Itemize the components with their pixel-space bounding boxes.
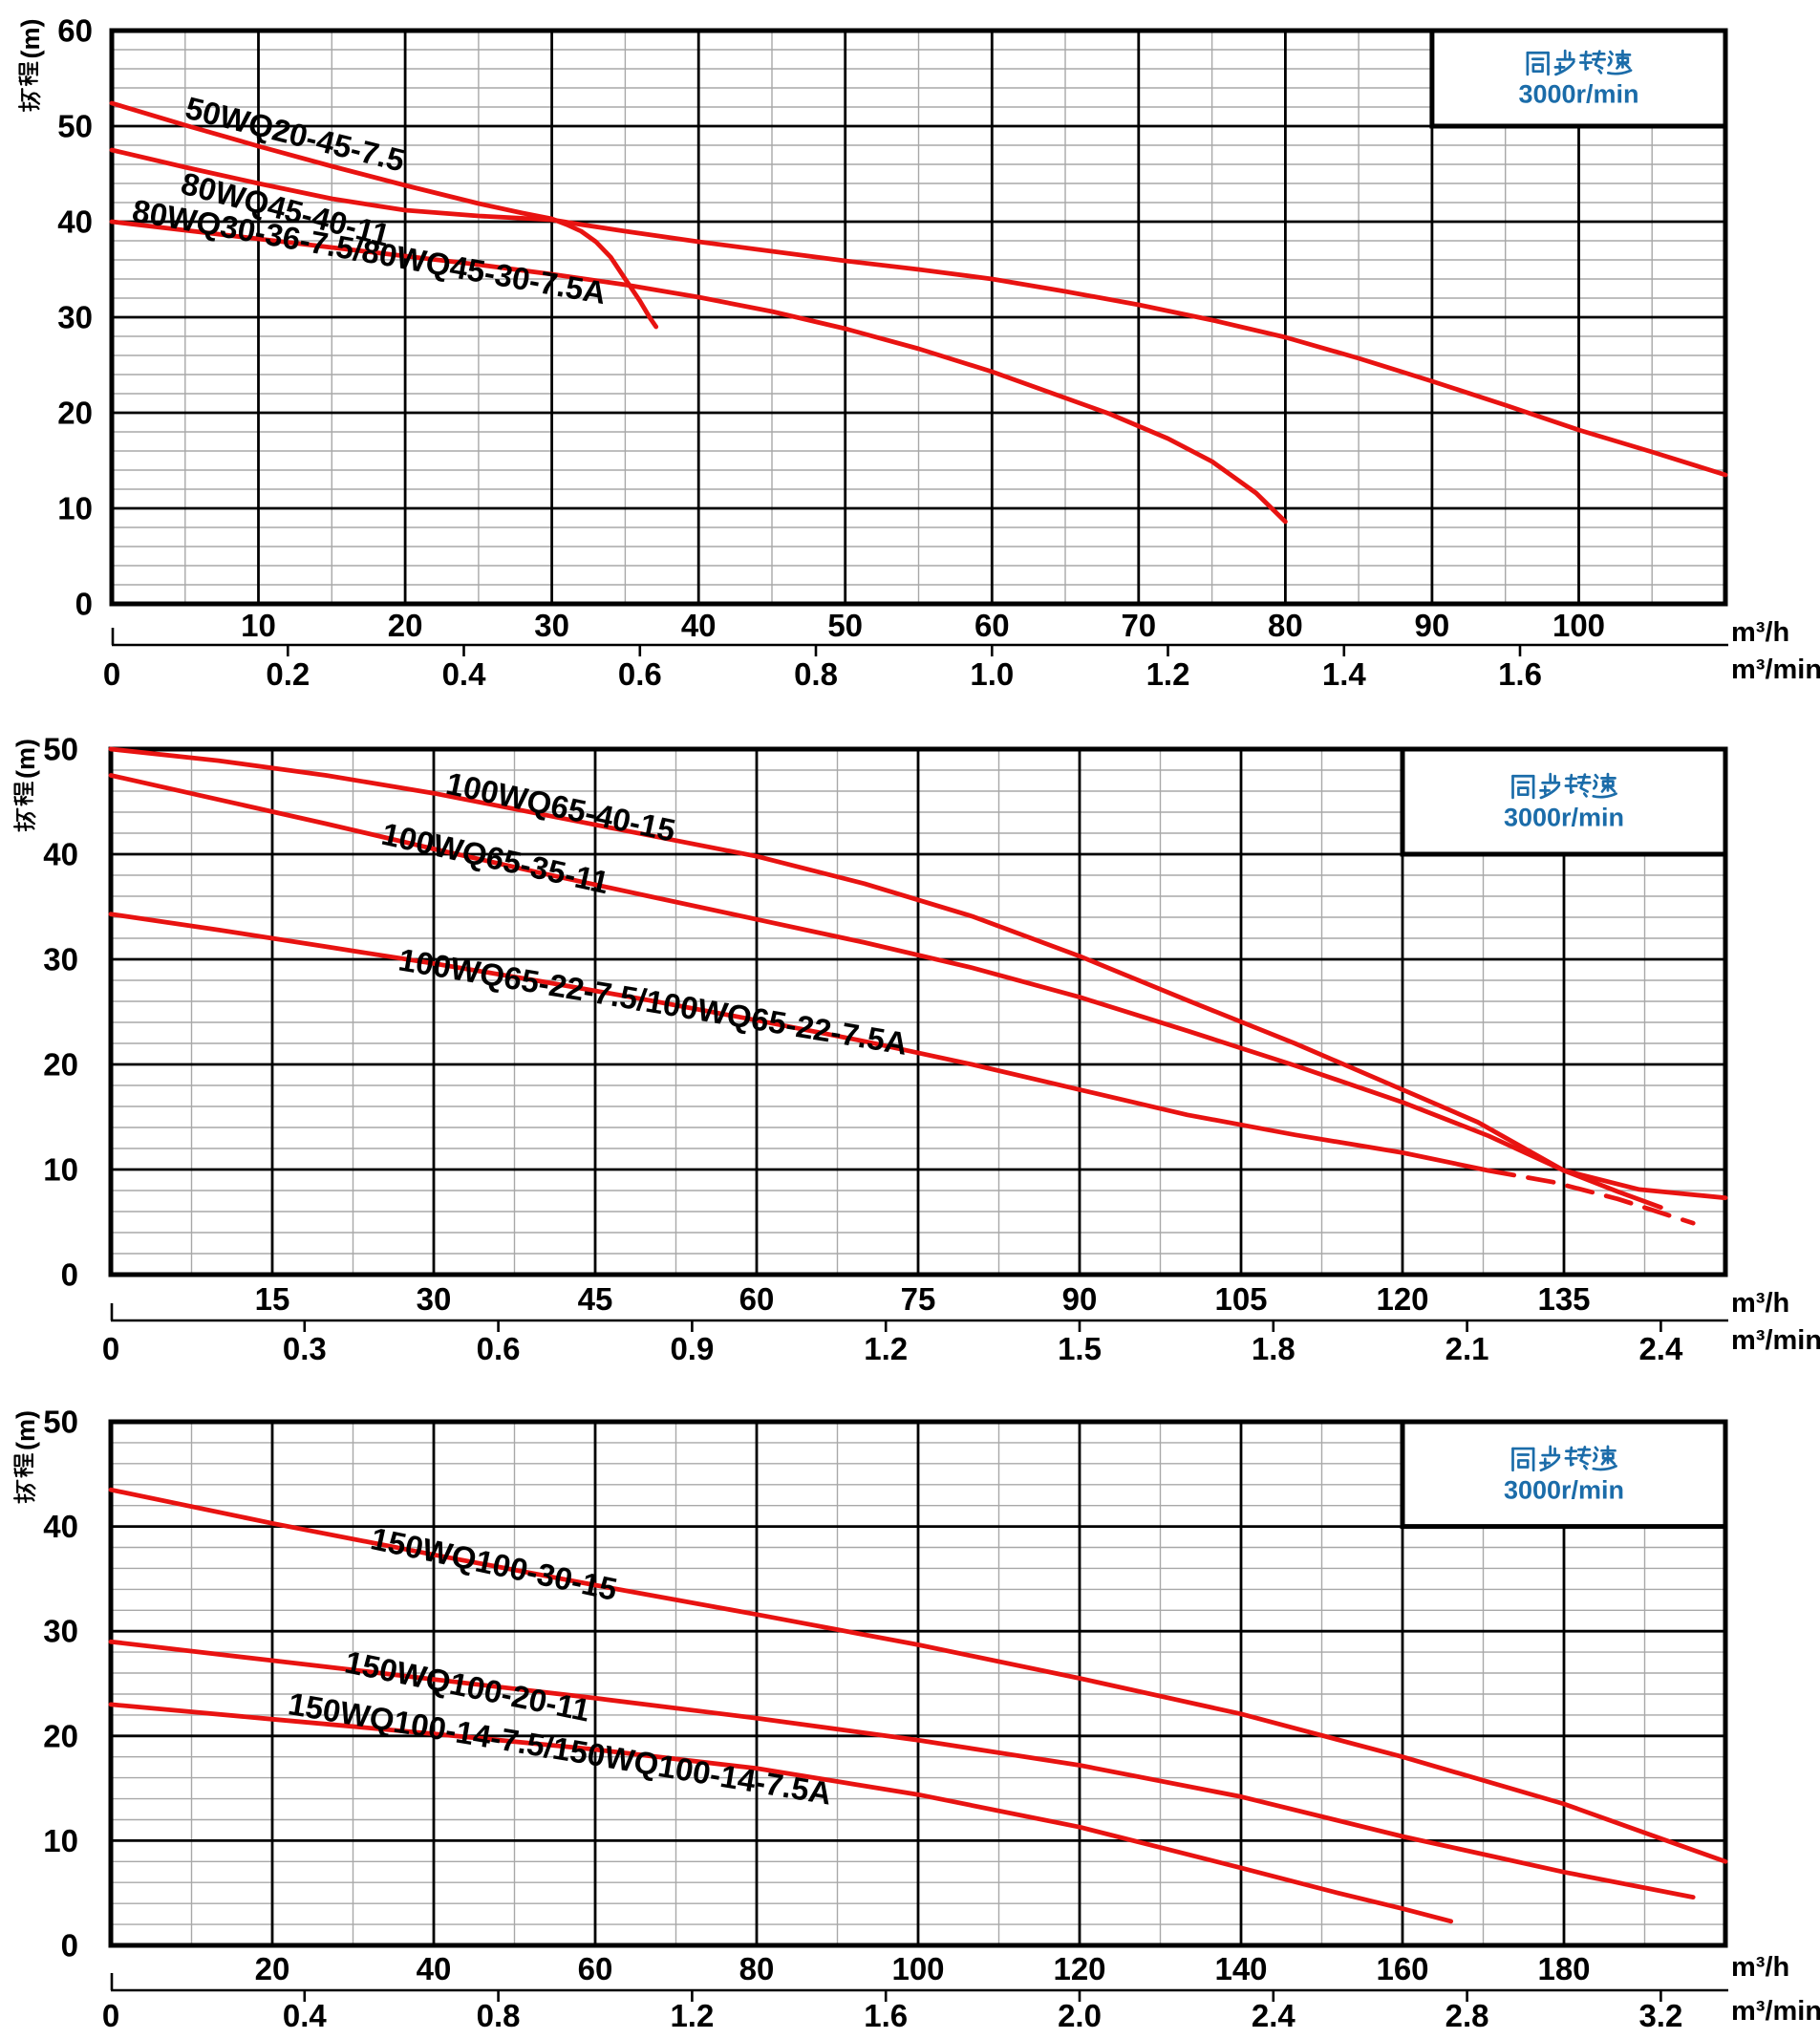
svg-text:45: 45 (578, 1281, 613, 1317)
svg-text:m³/min: m³/min (1731, 1996, 1820, 2027)
svg-text:1.6: 1.6 (864, 1998, 908, 2033)
svg-text:140: 140 (1214, 1951, 1267, 1986)
svg-text:(m): (m) (11, 739, 40, 779)
svg-text:20: 20 (57, 396, 93, 431)
svg-text:40: 40 (57, 204, 93, 240)
svg-text:0.2: 0.2 (266, 656, 310, 692)
svg-text:30: 30 (43, 1614, 78, 1649)
svg-text:60: 60 (57, 13, 93, 49)
svg-text:1.5: 1.5 (1058, 1331, 1102, 1366)
svg-text:80: 80 (1268, 608, 1303, 643)
svg-text:30: 30 (43, 942, 78, 977)
svg-text:(m): (m) (16, 19, 45, 59)
svg-text:160: 160 (1376, 1951, 1428, 1986)
svg-text:1.6: 1.6 (1498, 656, 1542, 692)
svg-text:135: 135 (1537, 1281, 1590, 1317)
svg-text:0: 0 (102, 1331, 119, 1366)
svg-text:3000r/min: 3000r/min (1504, 804, 1624, 832)
svg-text:10: 10 (43, 1152, 78, 1188)
svg-text:80: 80 (739, 1951, 775, 1986)
svg-text:0.4: 0.4 (442, 656, 487, 692)
svg-text:100: 100 (1552, 608, 1605, 643)
svg-text:3000r/min: 3000r/min (1504, 1475, 1624, 1504)
svg-text:30: 30 (417, 1281, 452, 1317)
svg-text:40: 40 (43, 1509, 78, 1544)
svg-text:3000r/min: 3000r/min (1518, 80, 1638, 109)
svg-text:0.8: 0.8 (794, 656, 838, 692)
svg-text:1.2: 1.2 (670, 1998, 714, 2033)
svg-text:180: 180 (1537, 1951, 1590, 1986)
svg-text:10: 10 (241, 608, 276, 643)
svg-text:0: 0 (61, 1257, 78, 1293)
svg-text:2.1: 2.1 (1445, 1331, 1489, 1366)
svg-text:0: 0 (61, 1928, 78, 1964)
svg-text:20: 20 (43, 1047, 78, 1083)
svg-text:60: 60 (578, 1951, 613, 1986)
svg-text:m³/h: m³/h (1731, 617, 1789, 648)
svg-text:70: 70 (1121, 608, 1156, 643)
svg-text:1.4: 1.4 (1322, 656, 1367, 692)
svg-text:0: 0 (75, 587, 93, 622)
svg-text:40: 40 (43, 837, 78, 872)
svg-text:2.4: 2.4 (1252, 1998, 1296, 2033)
svg-text:90: 90 (1415, 608, 1450, 643)
svg-text:(m): (m) (11, 1410, 40, 1450)
svg-text:m³/h: m³/h (1731, 1952, 1789, 1983)
svg-text:60: 60 (974, 608, 1010, 643)
svg-text:m³/h: m³/h (1731, 1288, 1789, 1319)
svg-text:0: 0 (103, 656, 120, 692)
svg-text:20: 20 (255, 1951, 290, 1986)
svg-text:30: 30 (57, 300, 93, 335)
svg-text:120: 120 (1053, 1951, 1105, 1986)
svg-text:50: 50 (827, 608, 863, 643)
svg-text:10: 10 (43, 1823, 78, 1858)
svg-text:120: 120 (1376, 1281, 1428, 1317)
svg-text:0.4: 0.4 (283, 1998, 328, 2033)
svg-text:0.6: 0.6 (618, 656, 662, 692)
svg-text:50: 50 (57, 109, 93, 144)
svg-text:2.0: 2.0 (1058, 1998, 1102, 2033)
svg-text:20: 20 (43, 1718, 78, 1753)
svg-text:100: 100 (891, 1951, 944, 1986)
svg-text:m³/min: m³/min (1731, 655, 1820, 685)
svg-text:105: 105 (1214, 1281, 1267, 1317)
svg-text:15: 15 (255, 1281, 290, 1317)
svg-text:0.8: 0.8 (477, 1998, 521, 2033)
svg-text:1.8: 1.8 (1252, 1331, 1295, 1366)
svg-text:2.8: 2.8 (1445, 1998, 1489, 2033)
svg-text:2.4: 2.4 (1638, 1331, 1683, 1366)
svg-text:10: 10 (57, 491, 93, 526)
svg-text:50: 50 (43, 732, 78, 767)
svg-text:0.9: 0.9 (670, 1331, 714, 1366)
svg-text:0.3: 0.3 (283, 1331, 327, 1366)
svg-text:0: 0 (102, 1998, 119, 2033)
svg-text:3.2: 3.2 (1638, 1998, 1682, 2033)
svg-text:75: 75 (901, 1281, 936, 1317)
svg-text:1.0: 1.0 (970, 656, 1014, 692)
svg-text:m³/min: m³/min (1731, 1325, 1820, 1356)
svg-text:90: 90 (1062, 1281, 1098, 1317)
svg-text:40: 40 (417, 1951, 452, 1986)
svg-text:1.2: 1.2 (864, 1331, 908, 1366)
svg-text:60: 60 (739, 1281, 775, 1317)
svg-text:1.2: 1.2 (1146, 656, 1190, 692)
svg-text:40: 40 (681, 608, 717, 643)
svg-text:0.6: 0.6 (477, 1331, 521, 1366)
svg-text:20: 20 (388, 608, 423, 643)
svg-text:30: 30 (534, 608, 569, 643)
svg-text:50: 50 (43, 1405, 78, 1440)
